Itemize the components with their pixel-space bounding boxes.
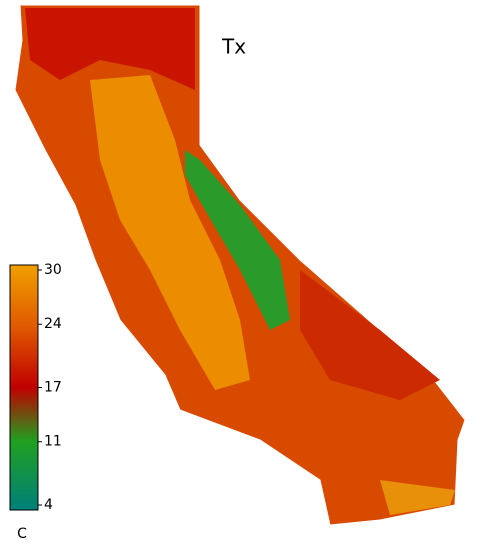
tick-label: 17: [44, 380, 62, 396]
tick-label: 11: [44, 434, 62, 450]
colorbar-unit: C: [17, 526, 27, 542]
desert: [300, 270, 440, 400]
central-valley: [90, 75, 250, 390]
sierra: [185, 150, 290, 330]
california: [14, 4, 466, 526]
north-red: [25, 8, 195, 90]
tick-label: 24: [44, 316, 62, 332]
south-coast: [380, 480, 455, 515]
tick-label: 4: [44, 497, 53, 513]
tick-label: 30: [44, 262, 62, 278]
colorbar: [9, 264, 39, 511]
map-title: Tx: [221, 35, 246, 59]
